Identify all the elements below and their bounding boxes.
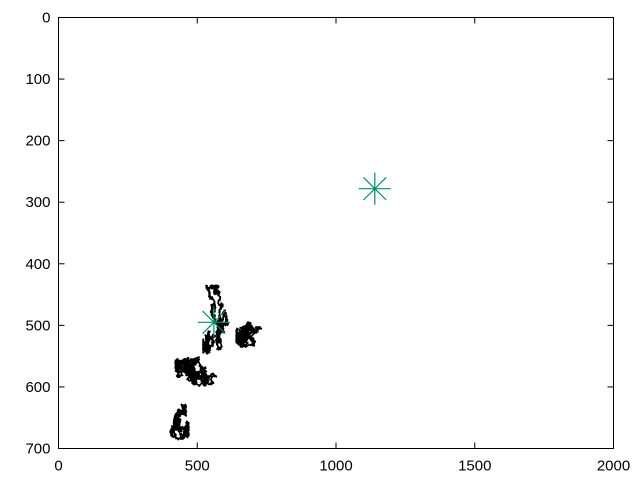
y-tick-label: 700 bbox=[25, 441, 50, 458]
y-tick-label: 300 bbox=[25, 194, 50, 211]
x-tick-label: 1000 bbox=[319, 458, 352, 475]
y-axis: 0 100 200 300 400 500 600 700 bbox=[25, 10, 614, 458]
y-tick-label: 200 bbox=[25, 133, 50, 150]
y-tick-label: 0 bbox=[42, 10, 50, 27]
x-axis: 0 500 1000 1500 2000 bbox=[54, 17, 630, 475]
plot-frame bbox=[58, 17, 614, 449]
trajectory-path bbox=[235, 321, 263, 348]
x-tick-label: 500 bbox=[185, 458, 210, 475]
marker-layer bbox=[197, 172, 391, 339]
trajectory-layer bbox=[169, 284, 263, 441]
trajectory-path bbox=[169, 403, 190, 441]
x-tick-label: 0 bbox=[54, 458, 62, 475]
trajectory-path bbox=[202, 284, 229, 355]
star-ray bbox=[363, 176, 387, 201]
star-point bbox=[358, 172, 391, 205]
x-tick-label: 1500 bbox=[458, 458, 491, 475]
y-tick-label: 400 bbox=[25, 256, 50, 273]
star-ray bbox=[202, 310, 226, 335]
y-tick-label: 100 bbox=[25, 71, 50, 88]
x-tick-label: 2000 bbox=[597, 458, 630, 475]
star-point bbox=[197, 306, 230, 339]
y-tick-label: 500 bbox=[25, 317, 50, 334]
trajectory-path bbox=[174, 356, 218, 387]
y-tick-label: 600 bbox=[25, 379, 50, 396]
